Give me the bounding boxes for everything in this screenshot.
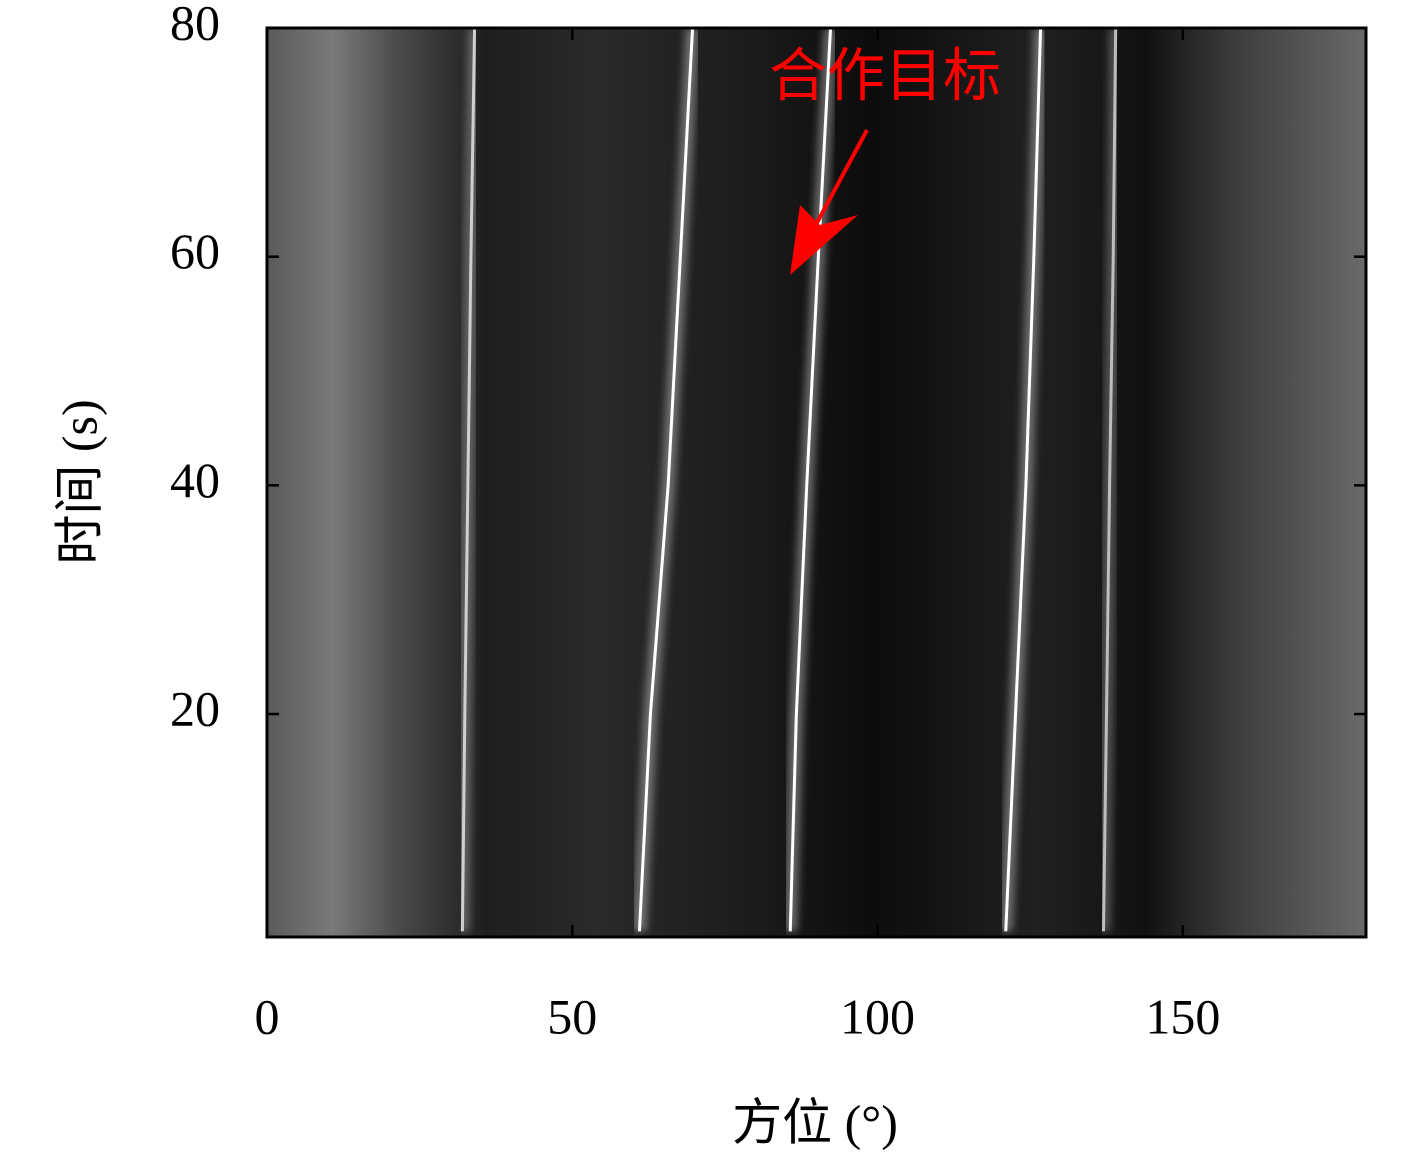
y-tick-label: 80	[170, 0, 220, 50]
track	[1004, 28, 1043, 932]
track	[788, 28, 833, 932]
track	[1101, 28, 1118, 932]
plot-frame	[265, 26, 1368, 939]
x-tick-label: 0	[255, 988, 280, 1044]
x-tick-label: 150	[1145, 988, 1220, 1044]
y-tick-label: 40	[170, 452, 220, 508]
track	[460, 28, 477, 932]
y-tick-label: 20	[170, 681, 220, 737]
y-axis-label: 时间 (s)	[51, 399, 107, 564]
y-tick-label: 60	[170, 223, 220, 279]
tracks	[455, 28, 1123, 932]
annotation-arrowhead	[790, 205, 858, 275]
x-tick-label: 100	[840, 988, 915, 1044]
annotation-arrow	[810, 129, 869, 233]
x-tick-label: 50	[547, 988, 597, 1044]
x-axis-label: 方位 (°)	[732, 1094, 898, 1150]
annotation: 合作目标	[769, 43, 1001, 108]
track	[637, 28, 695, 932]
